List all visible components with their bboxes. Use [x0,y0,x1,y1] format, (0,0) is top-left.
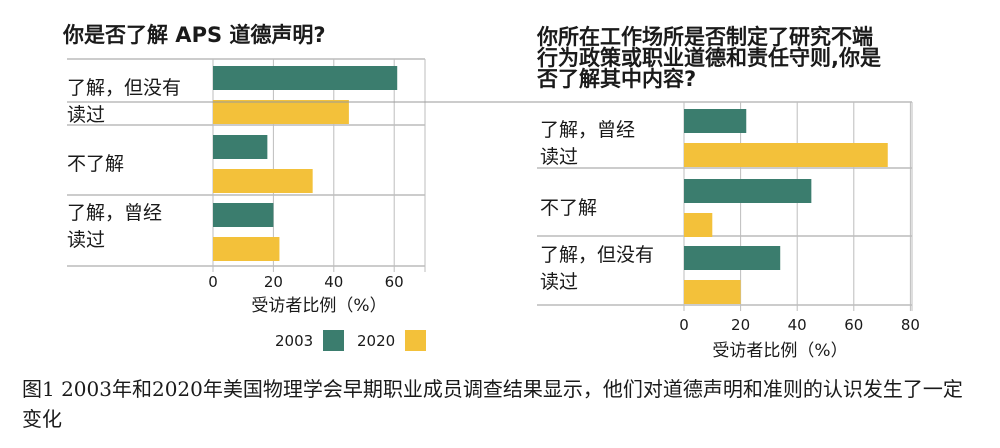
legend-swatch-2020 [405,330,426,351]
legend-label-2020: 2020 [357,332,395,350]
category-label: 了解，但没有 [540,244,654,266]
legend-label-2003: 2003 [275,332,313,350]
category-label: 了解，曾经 [540,119,635,141]
chart-title: 行为政策或职业道德和责任守则,你是 [536,46,881,70]
x-axis-label: 受访者比例（%） [251,296,386,316]
bar-2003-1 [213,135,268,159]
category-label: 读过 [67,104,105,126]
bar-2003-2 [684,246,781,270]
x-axis-label: 受访者比例（%） [712,341,847,361]
x-tick-label: 40 [324,273,343,291]
chart-title: 你所在工作场所是否制定了研究不端 [536,25,873,49]
category-label: 读过 [67,229,105,251]
bar-2003-0 [213,66,398,90]
bar-2003-0 [684,109,747,133]
category-label: 了解，但没有 [67,77,181,99]
category-label: 不了解 [540,197,597,219]
x-tick-label: 60 [844,316,863,334]
bar-2003-1 [684,179,812,203]
x-tick-label: 20 [264,273,283,291]
category-label: 了解，曾经 [67,202,162,224]
x-tick-label: 40 [788,316,807,334]
category-label: 读过 [540,146,578,168]
bar-2020-0 [213,100,349,124]
bar-2020-1 [684,213,713,237]
bar-2020-1 [213,169,313,193]
chart-title: 你是否了解 APS 道德声明? [62,23,326,47]
legend-swatch-2003 [323,330,344,351]
bar-2020-2 [213,237,280,261]
category-label: 不了解 [67,153,124,175]
x-tick-label: 20 [731,316,750,334]
x-tick-label: 0 [208,273,218,291]
category-label: 读过 [540,271,578,293]
x-tick-label: 0 [679,316,689,334]
bar-2020-2 [684,280,741,304]
x-tick-label: 60 [385,273,404,291]
x-tick-label: 80 [901,316,920,334]
bar-2020-0 [684,143,888,167]
chart-title: 否了解其中内容? [537,67,696,91]
figure-caption: 图1 2003年和2020年美国物理学会早期职业成员调查结果显示，他们对道德声明… [22,377,963,431]
bar-2003-2 [213,203,274,227]
